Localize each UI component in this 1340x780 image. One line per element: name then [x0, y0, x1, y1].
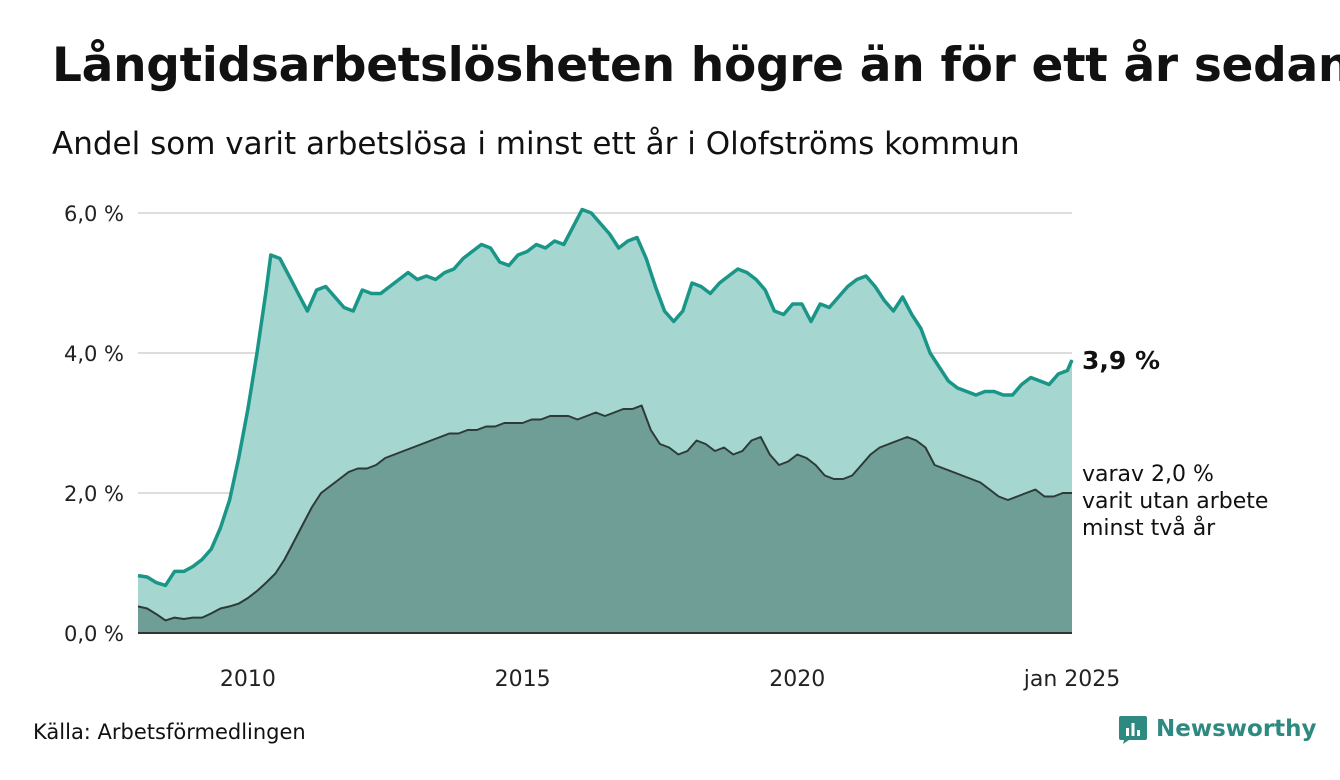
- series-two-year-end-label-line: minst två år: [1082, 515, 1216, 541]
- series-total-end-label: 3,9 %: [1082, 346, 1160, 375]
- chart-title: Långtidsarbetslösheten högre än för ett …: [52, 38, 1340, 93]
- x-tick-label: 2015: [495, 667, 551, 692]
- x-tick-label: 2020: [769, 667, 825, 692]
- newsworthy-chart-icon: [1119, 716, 1147, 744]
- series-total-line: [137, 207, 1074, 588]
- series-two-year-line: [137, 404, 1072, 622]
- source-note: Källa: Arbetsförmedlingen: [33, 720, 306, 744]
- chart-subtitle: Andel som varit arbetslösa i minst ett å…: [52, 126, 1020, 162]
- series-two-year-end-label-line: varav 2,0 %: [1082, 462, 1214, 487]
- y-tick-label: 2,0 %: [64, 482, 124, 506]
- x-tick-label: jan 2025: [1023, 667, 1121, 692]
- x-tick-label: 2010: [220, 667, 276, 692]
- y-tick-label: 0,0 %: [64, 622, 124, 646]
- brand-name: Newsworthy: [1156, 716, 1317, 742]
- brand-logo: Newsworthy: [1118, 714, 1317, 744]
- y-tick-label: 6,0 %: [64, 202, 124, 226]
- chart: 0,0 % 2,0 % 4,0 % 6,0 % 2010 2015 2020 jan 2025…: [64, 202, 1268, 692]
- series-two-year-end-label-line: varit utan arbete: [1082, 489, 1268, 514]
- y-tick-label: 4,0 %: [64, 342, 124, 366]
- series-two-year-end-label: varav 2,0 % varit utan arbete minst två år: [1082, 462, 1268, 541]
- series-two-year-area: [138, 405, 1072, 633]
